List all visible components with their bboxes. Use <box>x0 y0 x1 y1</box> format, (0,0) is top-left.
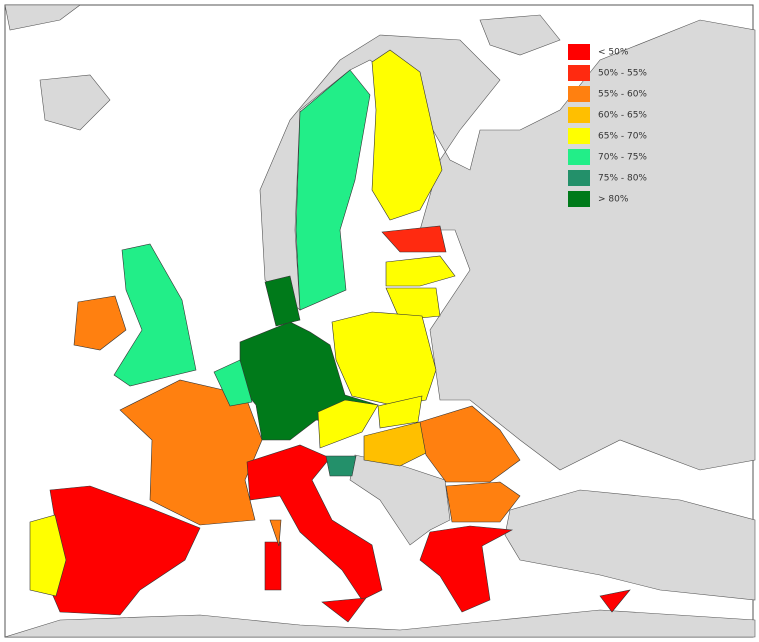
country <box>377 395 423 429</box>
country <box>419 405 521 483</box>
legend-label: > 80% <box>598 195 629 205</box>
legend-swatch <box>568 149 590 165</box>
legend-swatch <box>568 128 590 144</box>
land <box>504 489 756 601</box>
legend-swatch <box>568 170 590 186</box>
country <box>363 421 441 467</box>
country <box>213 359 253 407</box>
country <box>385 255 456 287</box>
legend-swatch <box>568 86 590 102</box>
land <box>4 609 756 638</box>
legend-swatch <box>568 65 590 81</box>
country <box>381 225 447 253</box>
legend-label: 55% - 60% <box>598 90 647 100</box>
country <box>331 311 437 407</box>
country <box>419 525 514 613</box>
legend-label: 75% - 80% <box>598 174 647 184</box>
legend-swatch <box>568 191 590 207</box>
country <box>264 541 282 591</box>
background-land <box>4 4 756 638</box>
land <box>479 14 561 56</box>
legend-label: 50% - 55% <box>598 69 647 79</box>
legend-label: 60% - 65% <box>598 111 647 121</box>
country <box>295 69 371 311</box>
countries <box>29 49 631 623</box>
country <box>385 287 441 321</box>
country <box>599 589 631 613</box>
country <box>445 481 521 523</box>
country <box>73 295 127 351</box>
legend: < 50% 50% - 55% 55% - 60% 60% - 65% 65% - 70… <box>568 44 647 207</box>
land <box>4 4 81 31</box>
country <box>371 49 443 221</box>
land <box>349 454 451 546</box>
legend-swatch <box>568 107 590 123</box>
country <box>113 243 197 387</box>
legend-swatch <box>568 44 590 60</box>
land <box>259 19 756 471</box>
country <box>321 597 367 623</box>
country <box>269 519 282 547</box>
country <box>325 455 357 477</box>
legend-label: < 50% <box>598 48 629 58</box>
country <box>29 514 67 597</box>
country <box>317 399 379 449</box>
land <box>39 74 111 131</box>
legend-label: 65% - 70% <box>598 132 647 142</box>
legend-label: 70% - 75% <box>598 153 647 163</box>
country <box>264 275 301 327</box>
